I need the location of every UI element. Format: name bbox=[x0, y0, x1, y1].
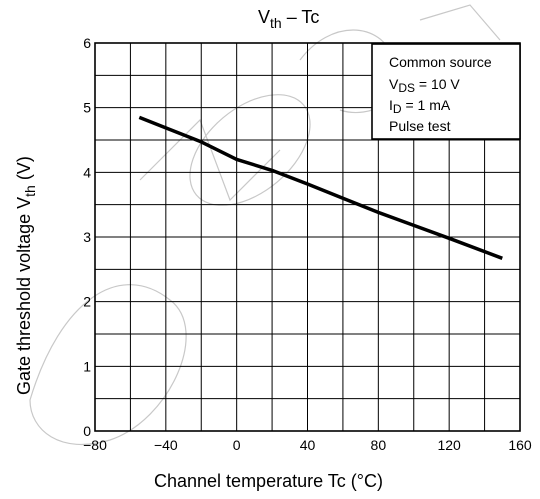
y-tick-label: 5 bbox=[83, 100, 91, 116]
chart-title: Vth – Tc bbox=[258, 7, 319, 31]
vth-series-line bbox=[138, 115, 503, 260]
watermark-outline bbox=[29, 4, 501, 445]
x-tick-label: 40 bbox=[300, 437, 316, 453]
y-tick-labels: 0 1 2 3 4 5 6 bbox=[83, 35, 91, 439]
y-tick-label: 1 bbox=[83, 358, 91, 374]
y-tick-label: 6 bbox=[83, 35, 91, 51]
y-tick-label: 3 bbox=[83, 229, 91, 245]
annotation-frame bbox=[371, 43, 521, 140]
x-tick-label: −40 bbox=[154, 437, 178, 453]
y-tick-label: 2 bbox=[83, 294, 91, 310]
y-tick-label: 0 bbox=[83, 423, 91, 439]
annotation-line-2: VDS = 10 V bbox=[389, 76, 460, 95]
x-tick-label: −80 bbox=[83, 437, 107, 453]
annotation-line-3: ID = 1 mA bbox=[389, 97, 451, 116]
annotation-box: Common source VDS = 10 V ID = 1 mA Pulse… bbox=[371, 43, 521, 140]
x-tick-label: 160 bbox=[508, 437, 532, 453]
annotation-line-4: Pulse test bbox=[389, 118, 451, 134]
x-tick-label: 0 bbox=[233, 437, 241, 453]
x-tick-label: 120 bbox=[437, 437, 461, 453]
y-axis-label: Gate threshold voltage Vth (V) bbox=[14, 156, 38, 395]
x-tick-label: 80 bbox=[371, 437, 387, 453]
annotation-line-1: Common source bbox=[389, 54, 492, 70]
y-tick-label: 4 bbox=[83, 164, 91, 180]
x-axis-label: Channel temperature Tc (°C) bbox=[154, 471, 383, 491]
x-tick-labels: −80 −40 0 40 80 120 160 bbox=[83, 437, 532, 453]
plot-frame bbox=[94, 42, 521, 432]
